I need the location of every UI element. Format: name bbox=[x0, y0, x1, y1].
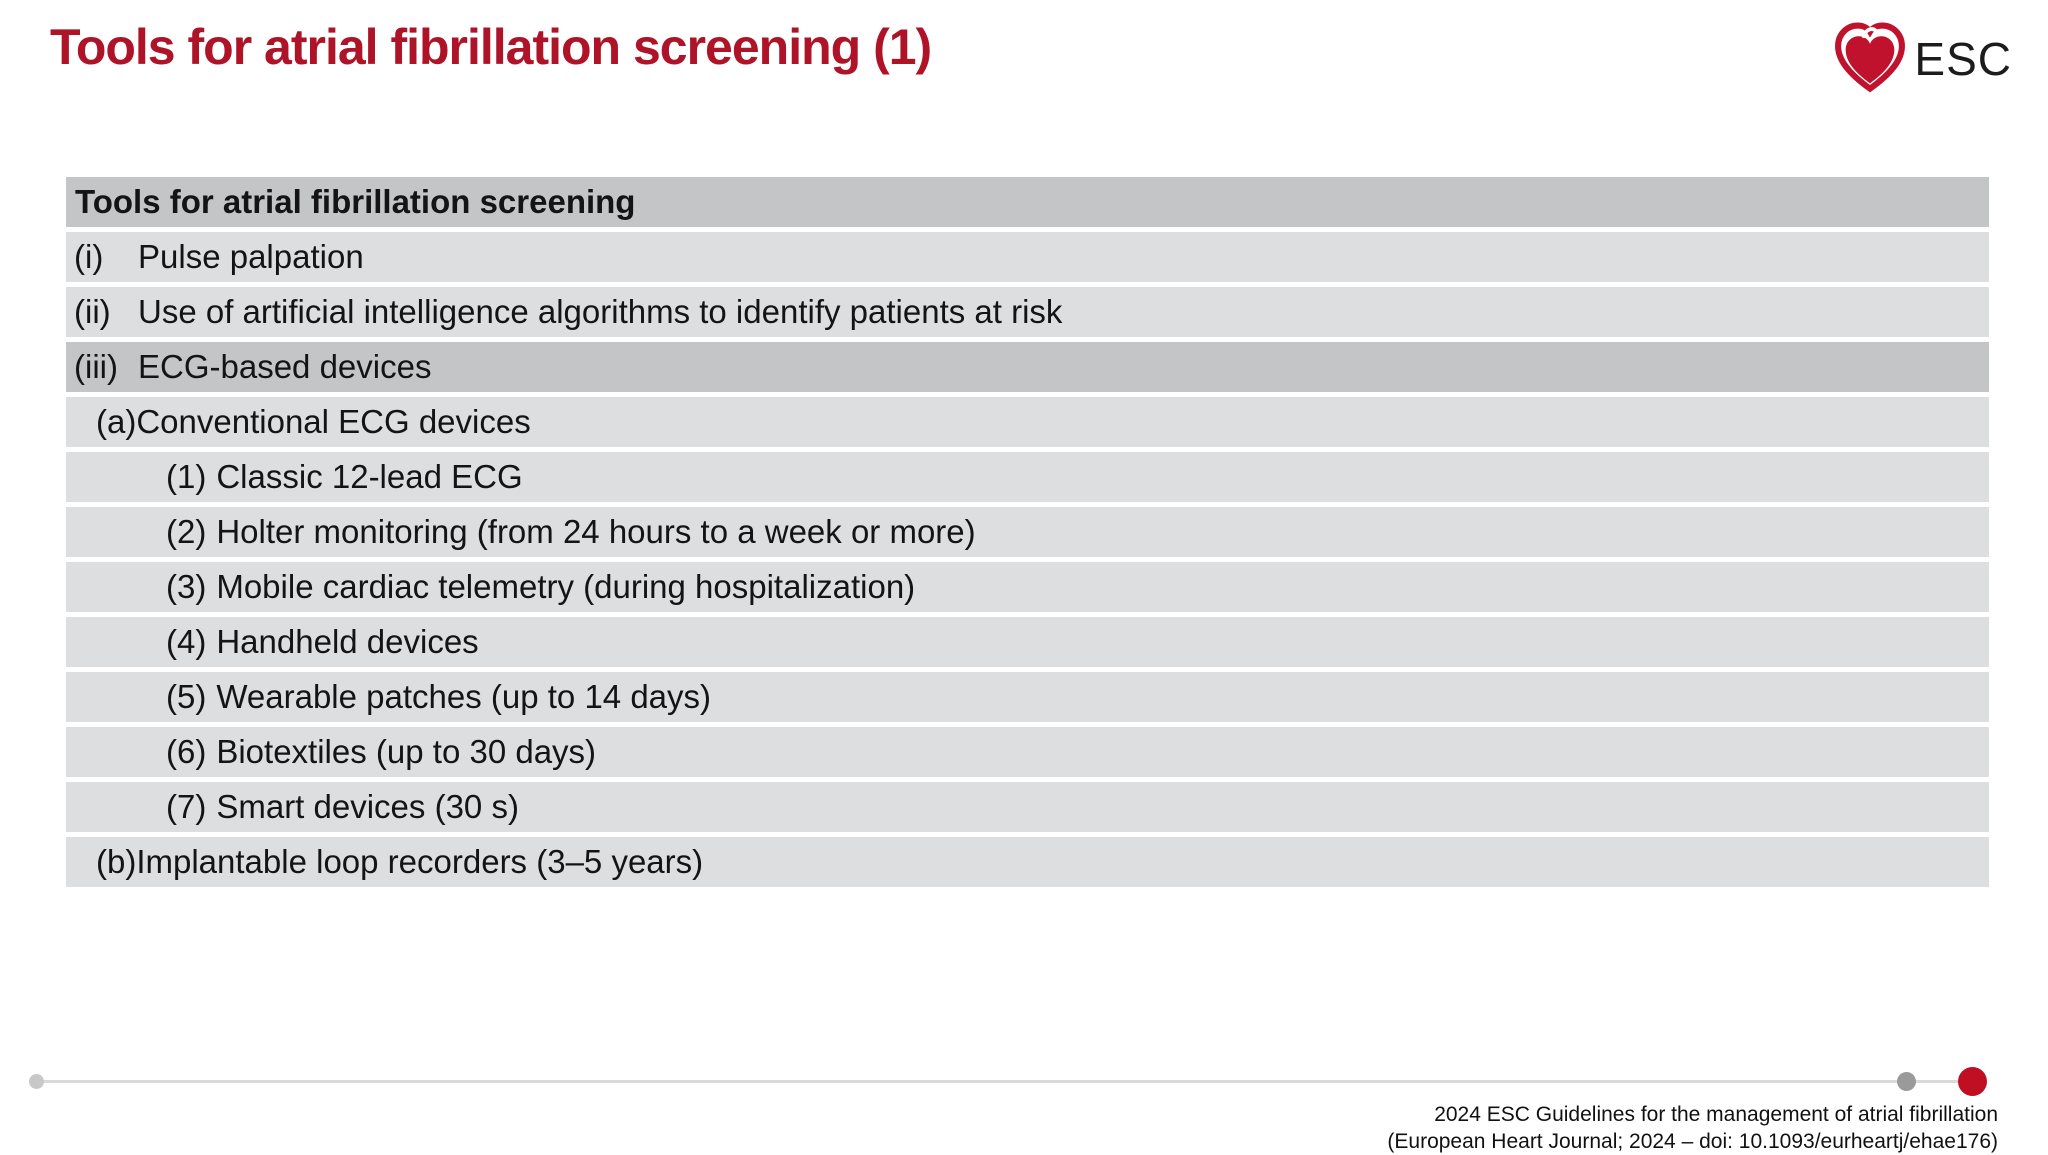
row-marker: (b) bbox=[96, 843, 137, 880]
row-marker: (a) bbox=[96, 403, 137, 440]
row-marker: (2) bbox=[166, 513, 207, 550]
progress-dot-prev[interactable] bbox=[1897, 1072, 1916, 1091]
row-marker: (i) bbox=[74, 238, 104, 275]
row-marker: (5) bbox=[166, 678, 207, 715]
progress-dot-current[interactable] bbox=[1958, 1067, 1987, 1096]
progress-line bbox=[36, 1080, 1986, 1083]
row-text: Biotextiles (up to 30 days) bbox=[216, 733, 597, 770]
row-marker: (ii) bbox=[74, 293, 111, 330]
row-text: Mobile cardiac telemetry (during hospita… bbox=[216, 568, 916, 605]
table-row: (i) Pulse palpation bbox=[66, 232, 1989, 282]
esc-heart-logo-icon bbox=[1832, 18, 1908, 99]
row-text: Implantable loop recorders (3–5 years) bbox=[136, 843, 704, 880]
row-marker: (6) bbox=[166, 733, 207, 770]
row-text: Conventional ECG devices bbox=[136, 403, 531, 440]
row-text: Smart devices (30 s) bbox=[216, 788, 519, 825]
row-text: ECG-based devices bbox=[138, 348, 432, 385]
footer-line-1: 2024 ESC Guidelines for the management o… bbox=[1434, 1103, 1998, 1126]
row-text: Holter monitoring (from 24 hours to a we… bbox=[216, 513, 976, 550]
table-row: (a) Conventional ECG devices bbox=[66, 397, 1989, 447]
progress-dot-start[interactable] bbox=[29, 1074, 44, 1089]
page-title: Tools for atrial fibrillation screening … bbox=[50, 19, 932, 75]
esc-logo-text: ESC bbox=[1914, 32, 2012, 85]
row-text: Wearable patches (up to 14 days) bbox=[216, 678, 712, 715]
row-marker: (3) bbox=[166, 568, 207, 605]
row-marker: (4) bbox=[166, 623, 207, 660]
row-marker: (7) bbox=[166, 788, 207, 825]
table-row: (4) Handheld devices bbox=[66, 617, 1989, 667]
row-text: Tools for atrial fibrillation screening bbox=[75, 183, 636, 220]
table-row: (5) Wearable patches (up to 14 days) bbox=[66, 672, 1989, 722]
row-text: Classic 12-lead ECG bbox=[216, 458, 523, 495]
table-row: (6) Biotextiles (up to 30 days) bbox=[66, 727, 1989, 777]
screening-table: Tools for atrial fibrillation screening … bbox=[66, 177, 1989, 892]
table-row: (ii) Use of artificial intelligence algo… bbox=[66, 287, 1989, 337]
row-text: Pulse palpation bbox=[138, 238, 364, 275]
table-row: (3) Mobile cardiac telemetry (during hos… bbox=[66, 562, 1989, 612]
table-row: (1) Classic 12-lead ECG bbox=[66, 452, 1989, 502]
footer-line-2: (European Heart Journal; 2024 – doi: 10.… bbox=[1387, 1130, 1998, 1153]
table-row: Tools for atrial fibrillation screening bbox=[66, 177, 1989, 227]
footer-citation: 2024 ESC Guidelines for the management o… bbox=[1387, 1101, 1998, 1155]
row-marker: (iii) bbox=[74, 348, 118, 385]
row-text: Use of artificial intelligence algorithm… bbox=[138, 293, 1063, 330]
esc-logo: ESC bbox=[1832, 18, 2012, 99]
table-row: (iii) ECG-based devices bbox=[66, 342, 1989, 392]
row-marker: (1) bbox=[166, 458, 207, 495]
table-row: (b) Implantable loop recorders (3–5 year… bbox=[66, 837, 1989, 887]
row-text: Handheld devices bbox=[216, 623, 479, 660]
table-row: (2) Holter monitoring (from 24 hours to … bbox=[66, 507, 1989, 557]
table-row: (7) Smart devices (30 s) bbox=[66, 782, 1989, 832]
